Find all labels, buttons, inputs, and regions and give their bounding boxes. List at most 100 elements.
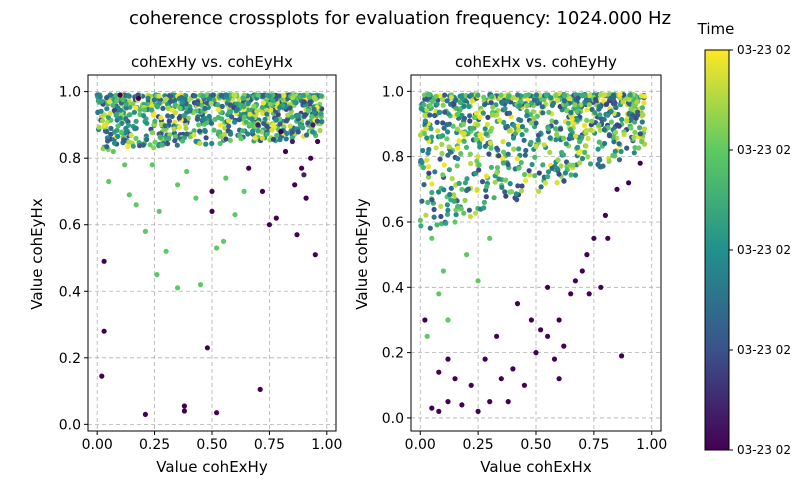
data-point <box>417 217 423 223</box>
data-point <box>282 148 289 155</box>
data-point <box>101 123 108 129</box>
data-point <box>287 105 293 111</box>
data-point <box>556 171 562 177</box>
data-point <box>144 120 150 126</box>
data-point <box>420 147 426 154</box>
data-point <box>429 405 435 411</box>
data-point <box>99 373 105 379</box>
data-point <box>440 120 446 126</box>
data-point <box>172 110 178 116</box>
data-point <box>133 105 139 111</box>
data-point <box>215 107 222 113</box>
data-point <box>555 157 561 163</box>
data-point <box>528 120 534 126</box>
scatter-plot-2: cohExHx vs. cohEyHy 0.00 0.25 0.50 0.75 1.00… <box>353 53 667 476</box>
data-point <box>601 116 607 122</box>
data-point <box>475 278 481 284</box>
colorbar-tick-label: 03-23 02 <box>737 243 791 257</box>
data-point <box>499 99 505 105</box>
data-point <box>558 126 564 132</box>
scatter-plot-1: cohExHy vs. cohEyHx 0.00 0.25 0.50 0.75 1.00… <box>28 53 342 476</box>
data-point <box>462 197 468 203</box>
data-point <box>448 185 454 191</box>
data-point <box>483 173 489 179</box>
y-tick-label: 1.0 <box>382 84 404 100</box>
data-point <box>310 129 316 135</box>
data-point <box>439 141 445 147</box>
data-point <box>486 151 492 157</box>
x-tick-label: 0.75 <box>254 437 285 453</box>
data-point <box>427 112 433 118</box>
data-point <box>178 94 184 101</box>
data-point <box>227 131 234 137</box>
data-point <box>219 116 225 122</box>
data-point <box>468 382 474 388</box>
data-point <box>177 105 183 111</box>
data-point <box>184 168 190 175</box>
data-point <box>427 102 433 109</box>
data-point <box>440 172 446 178</box>
data-point <box>104 95 110 101</box>
data-point <box>518 117 524 123</box>
data-point <box>250 128 256 134</box>
data-point <box>117 115 123 121</box>
data-point <box>159 142 165 148</box>
data-point <box>545 333 551 339</box>
data-point <box>96 93 102 99</box>
data-point <box>318 111 324 117</box>
data-point <box>137 143 143 149</box>
data-point <box>561 178 567 184</box>
data-point <box>192 93 198 99</box>
data-point <box>468 160 474 167</box>
data-point <box>446 144 452 150</box>
data-point <box>584 117 590 123</box>
data-point <box>288 109 294 115</box>
data-point <box>203 141 209 147</box>
data-point <box>117 92 123 98</box>
data-point <box>429 197 435 203</box>
data-point <box>487 140 493 146</box>
data-point <box>234 106 240 112</box>
data-point <box>567 132 574 138</box>
data-point <box>454 111 460 117</box>
data-point <box>567 96 573 102</box>
data-point <box>605 112 611 118</box>
data-point <box>510 366 516 372</box>
data-point <box>240 128 246 134</box>
data-point <box>500 139 506 145</box>
data-point <box>545 174 551 180</box>
data-point <box>553 126 559 132</box>
data-point <box>223 136 229 142</box>
data-point <box>290 95 296 101</box>
data-point <box>621 131 627 138</box>
data-point <box>196 122 202 128</box>
data-point <box>277 104 283 111</box>
y-tick-label: 0.8 <box>59 151 81 167</box>
data-point <box>519 132 525 138</box>
data-point <box>172 134 178 140</box>
data-point <box>496 153 502 159</box>
data-point <box>105 114 111 120</box>
data-point <box>294 113 300 119</box>
data-point <box>583 143 589 149</box>
data-point <box>480 110 486 116</box>
data-point <box>637 160 643 166</box>
data-point <box>562 170 569 176</box>
data-point <box>547 149 553 155</box>
data-point <box>440 102 446 108</box>
data-point <box>574 109 580 115</box>
data-point <box>215 102 221 108</box>
data-point <box>289 138 295 145</box>
data-point <box>118 129 125 136</box>
data-point <box>209 140 215 147</box>
data-point <box>247 121 253 127</box>
data-point <box>418 223 424 229</box>
data-point <box>612 148 618 154</box>
data-point <box>106 178 112 185</box>
data-point <box>104 144 110 150</box>
data-point <box>445 317 451 323</box>
data-point <box>151 145 157 151</box>
data-point <box>447 191 453 198</box>
data-point <box>264 111 270 117</box>
data-point <box>289 114 295 120</box>
